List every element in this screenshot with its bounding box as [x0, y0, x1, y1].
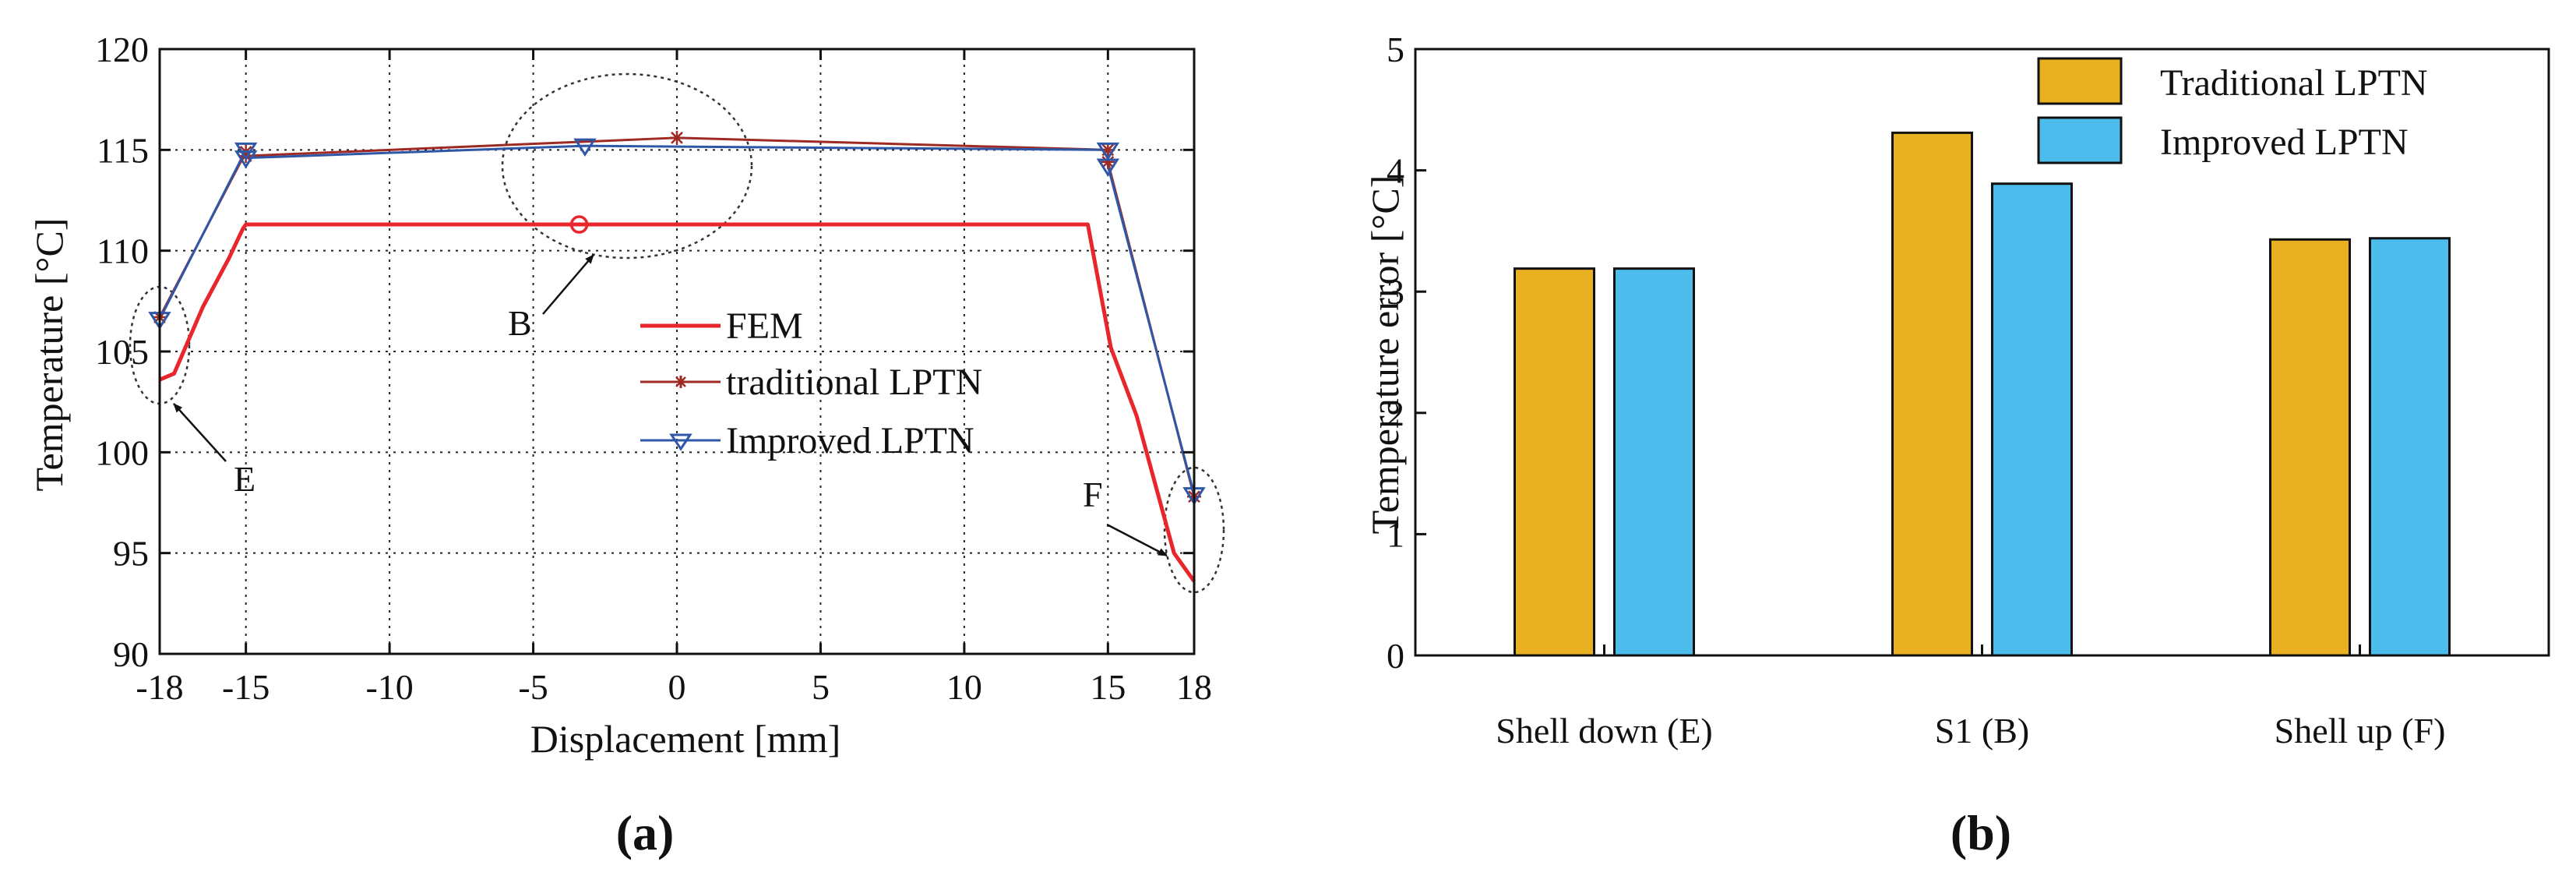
tick-labels: -18 -15 -10 -5 0 5 10 15 18 90 95 100 105 110 115 120 — [95, 30, 1212, 707]
legend-label-fem: FEM — [726, 305, 803, 347]
legend-label-traditional: Traditional LPTN — [2160, 62, 2428, 104]
bar-traditional-lptn-shell-down-e — [1514, 267, 1595, 657]
legend: Traditional LPTN Improved LPTN — [2037, 57, 2428, 164]
x-tick-label: 15 — [1090, 667, 1126, 707]
legend-entry-traditional: Traditional LPTN — [2037, 57, 2428, 105]
bar-improved-lptn-shell-up-f — [2369, 237, 2451, 657]
legend-label-traditional: traditional LPTN — [726, 362, 982, 403]
tick-labels: 0 1 2 3 4 5 Shell down (E) S1 (B) Shell up (F) — [1387, 30, 2445, 750]
bars — [1514, 131, 2451, 657]
annotation-f: F — [1083, 475, 1168, 557]
x-tick-label: 5 — [812, 667, 830, 707]
line-chart-panel: -18 -15 -10 -5 0 5 10 15 18 90 95 100 105 110 115 120 E… — [27, 30, 1225, 860]
y-tick-label: 0 — [1387, 636, 1404, 676]
y-axis-label: Temperature error [°C] — [1363, 175, 1407, 535]
panel-label-b: (b) — [1951, 805, 2011, 860]
annotation-label-b: B — [508, 303, 532, 343]
x-tick-label: -15 — [222, 667, 270, 707]
category-label: Shell down (E) — [1496, 711, 1713, 750]
bar-improved-lptn-s1-b — [1991, 182, 2073, 657]
panel-label-a: (a) — [616, 805, 675, 860]
y-axis-label: Temperature [°C] — [27, 217, 71, 491]
legend-swatch-improved — [2037, 116, 2123, 164]
data-point-improved-lptn — [1096, 158, 1120, 177]
y-tick-label: 3 — [1387, 272, 1404, 312]
category-label: S1 (B) — [1935, 711, 2029, 750]
annotation-label-f: F — [1083, 475, 1103, 514]
y-tick-label: 1 — [1387, 514, 1404, 554]
legend: FEM traditional LPTN Improved LPTN — [640, 305, 982, 461]
legend-entry-improved: Improved LPTN — [2037, 116, 2409, 164]
legend-entry-improved: Improved LPTN — [640, 420, 974, 461]
series-line-fem — [159, 222, 1196, 583]
annotation-label-e: E — [234, 459, 255, 499]
legend-swatch-traditional — [2037, 57, 2123, 105]
bar-chart-panel: 0 1 2 3 4 5 Shell down (E) S1 (B) Shell up (F) T… — [1363, 30, 2550, 860]
arrow-f — [1106, 523, 1168, 557]
ellipse-b — [501, 72, 753, 260]
y-tick-label: 100 — [95, 433, 149, 472]
bar-improved-lptn-shell-down-e — [1613, 267, 1695, 657]
x-axis-label: Displacement [mm] — [530, 717, 841, 761]
y-tick-label: 2 — [1387, 394, 1404, 433]
x-tick-label: -10 — [365, 667, 413, 707]
data-point-improved-lptn — [1096, 142, 1120, 161]
data-point-traditional-lptn — [1101, 154, 1115, 169]
category-label: Shell up (F) — [2275, 711, 2446, 750]
y-tick-label: 4 — [1387, 151, 1404, 191]
y-tick-label: 115 — [97, 130, 149, 170]
data-point-improved-lptn — [234, 150, 258, 169]
legend-marker-traditional — [675, 376, 687, 388]
arrow-b — [542, 254, 594, 315]
legend-label-improved: Improved LPTN — [2160, 122, 2409, 163]
y-tick-label: 120 — [95, 30, 149, 69]
y-tick-label: 95 — [113, 534, 149, 574]
annotation-e: E — [173, 403, 255, 499]
data-point-improved-lptn — [573, 138, 597, 157]
x-tick-label: 10 — [946, 667, 982, 707]
arrow-e — [173, 403, 227, 462]
x-tick-label: -5 — [518, 667, 548, 707]
legend-entry-fem: FEM — [640, 305, 803, 347]
legend-label-improved: Improved LPTN — [726, 420, 974, 461]
x-tick-label: 0 — [668, 667, 686, 707]
y-tick-label: 90 — [113, 634, 149, 674]
y-tick-label: 5 — [1387, 30, 1404, 69]
axis-ticks — [1415, 48, 2361, 657]
y-tick-label: 110 — [97, 231, 149, 271]
axis-ticks — [158, 48, 1196, 655]
annotation-b: B — [508, 254, 594, 343]
x-tick-label: 18 — [1176, 667, 1212, 707]
ellipse-f — [1163, 466, 1225, 594]
grid-lines — [160, 49, 1194, 654]
bar-traditional-lptn-shell-up-f — [2269, 238, 2351, 657]
highlight-point-fem — [569, 215, 589, 234]
legend-entry-traditional: traditional LPTN — [640, 362, 982, 403]
x-tick-label: -18 — [136, 667, 183, 707]
series-lines — [158, 136, 1196, 583]
legend-marker-improved — [669, 433, 692, 451]
y-tick-label: 105 — [95, 332, 149, 372]
bar-traditional-lptn-s1-b — [1891, 131, 1973, 657]
data-point-traditional-lptn — [670, 130, 684, 145]
